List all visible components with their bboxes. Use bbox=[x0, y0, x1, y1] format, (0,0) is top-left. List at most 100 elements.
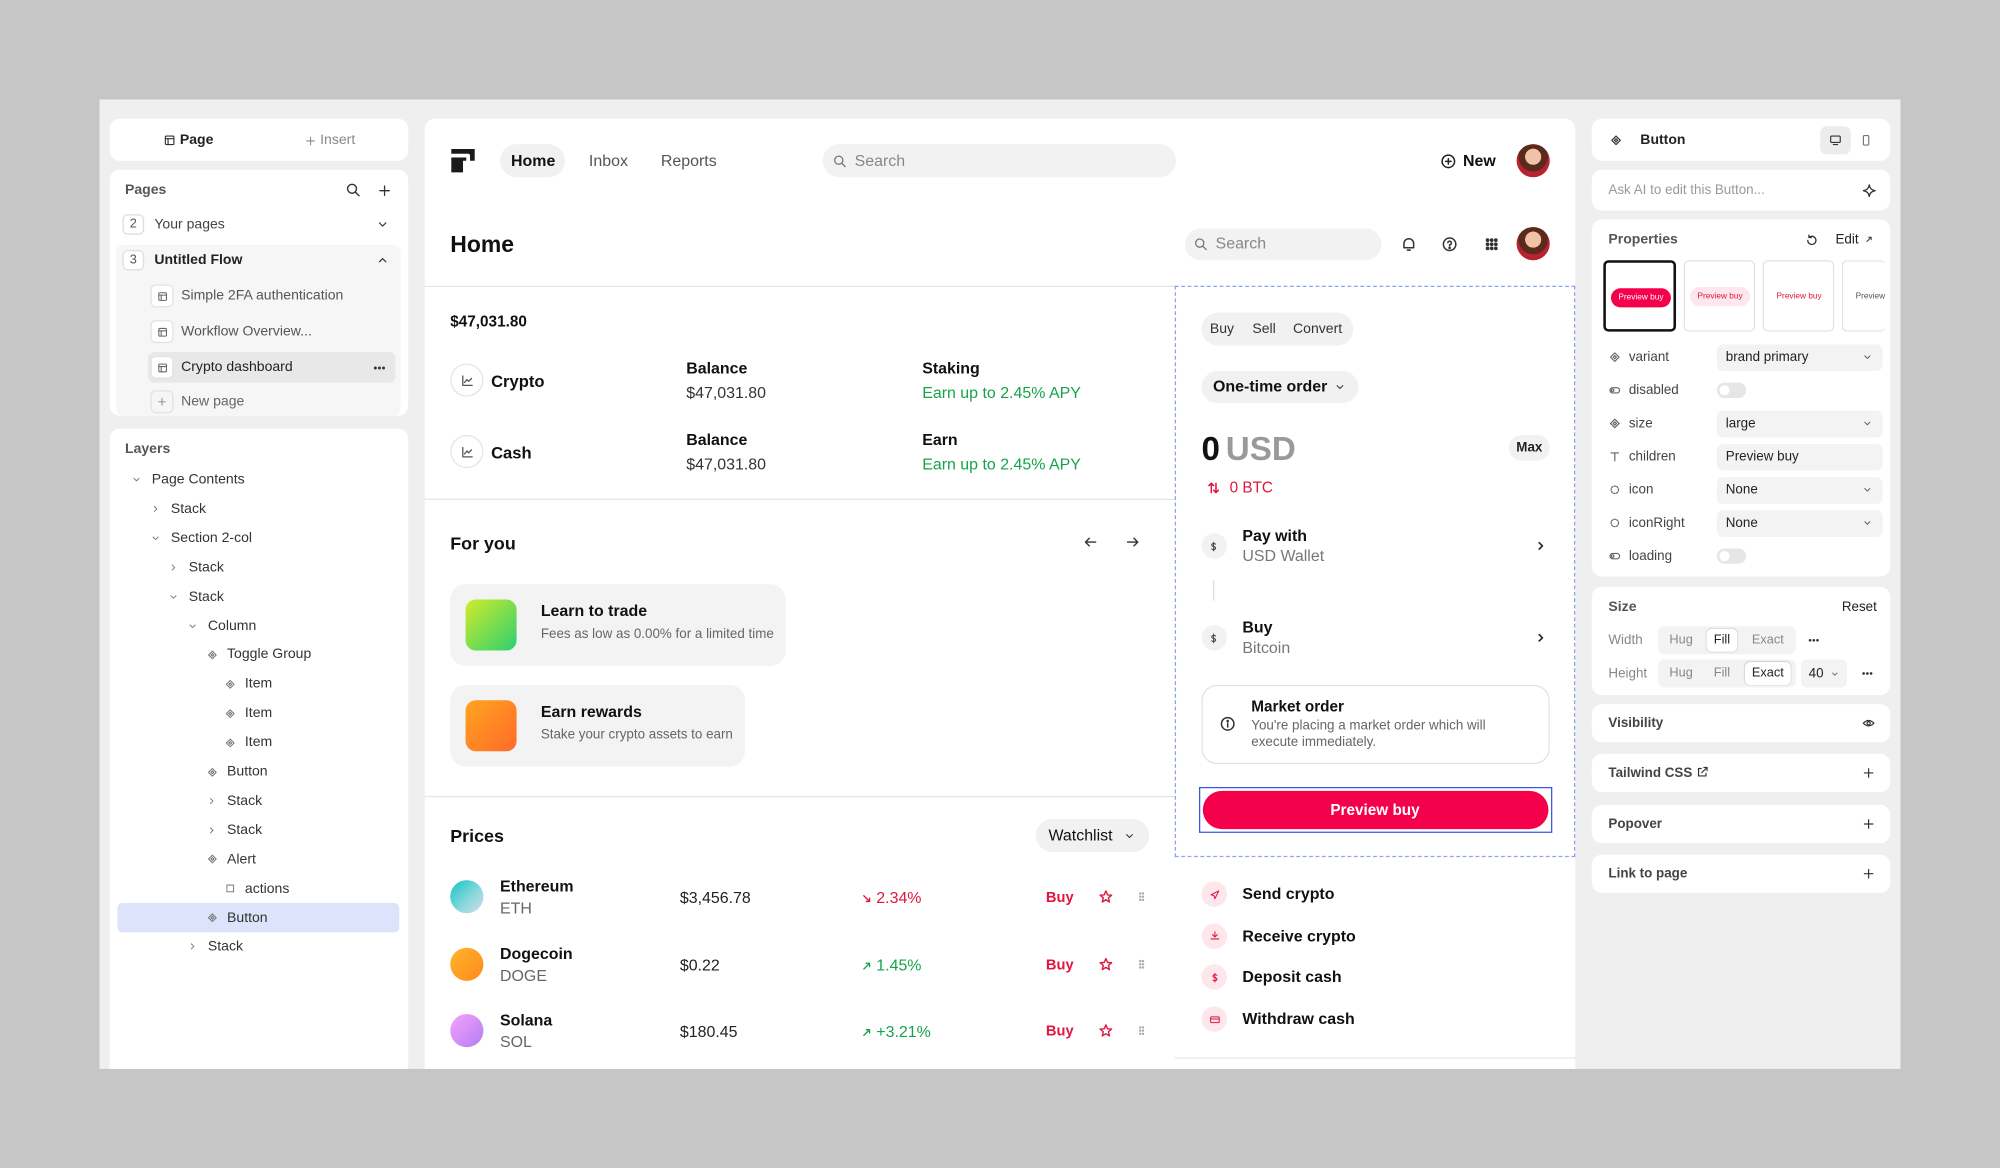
prop-input[interactable] bbox=[1716, 443, 1883, 471]
search-bar[interactable] bbox=[1184, 228, 1382, 261]
segment[interactable]: Fill bbox=[1713, 666, 1731, 681]
icon-part bbox=[1610, 452, 1620, 462]
icon-diamond bbox=[1611, 135, 1621, 146]
icon-part bbox=[1485, 237, 1489, 242]
tab[interactable]: Insert bbox=[320, 132, 356, 148]
segment[interactable]: Hug bbox=[1669, 633, 1693, 648]
icon-part bbox=[227, 740, 232, 745]
layer-item[interactable]: Item bbox=[244, 734, 273, 751]
variant-thumb[interactable]: Preview buy bbox=[1762, 260, 1835, 332]
size-input[interactable] bbox=[1801, 659, 1847, 688]
trade-tab[interactable]: Buy bbox=[1209, 321, 1235, 337]
icon-part bbox=[225, 738, 234, 747]
coin-change: 1.45% bbox=[876, 956, 922, 975]
layer-item[interactable]: Section 2-col bbox=[170, 530, 253, 546]
prop-input[interactable] bbox=[1716, 410, 1883, 438]
prop-input[interactable] bbox=[1716, 477, 1883, 504]
layer-item[interactable]: Stack bbox=[188, 588, 224, 605]
filter-label: Watchlist bbox=[1048, 826, 1113, 845]
nav-link[interactable]: Home bbox=[511, 151, 556, 170]
segment-active bbox=[1744, 661, 1791, 685]
layer-item[interactable]: Column bbox=[207, 617, 257, 634]
layer-item[interactable]: Alert bbox=[227, 851, 256, 867]
layer-item[interactable]: actions bbox=[244, 880, 290, 897]
trade-tab[interactable]: Sell bbox=[1252, 321, 1276, 337]
icon-part bbox=[1489, 237, 1493, 242]
icon-plus bbox=[1863, 818, 1874, 829]
action-link[interactable]: Send crypto bbox=[1242, 885, 1335, 904]
currency: USD bbox=[1225, 429, 1296, 468]
avatar bbox=[1516, 144, 1550, 178]
flow-page[interactable]: Workflow Overview... bbox=[181, 323, 312, 340]
layer-item[interactable]: Stack bbox=[188, 559, 224, 575]
layer-item[interactable]: Page Contents bbox=[151, 471, 245, 488]
icon-drag bbox=[1138, 959, 1145, 969]
layer-item[interactable]: Item bbox=[244, 705, 273, 721]
buy-link[interactable]: Buy bbox=[1045, 957, 1074, 974]
prop-input[interactable] bbox=[1716, 510, 1883, 537]
segment[interactable]: Exact bbox=[1751, 666, 1784, 681]
nav-link[interactable]: Inbox bbox=[588, 151, 628, 170]
trade-tab[interactable]: Convert bbox=[1293, 321, 1343, 337]
new-button[interactable]: New bbox=[1463, 151, 1496, 170]
btc-amount: 0 BTC bbox=[1229, 478, 1273, 497]
layer-item[interactable]: Button bbox=[227, 764, 268, 780]
layer-item[interactable]: Stack bbox=[170, 501, 207, 517]
layer-item[interactable]: Stack bbox=[227, 793, 263, 809]
icon-part bbox=[862, 894, 870, 902]
layer-item[interactable]: Button bbox=[227, 910, 268, 926]
flow-page[interactable]: Crypto dashboard bbox=[181, 359, 293, 375]
order-type-label: One-time order bbox=[1213, 377, 1328, 396]
row-label[interactable]: Buy bbox=[1242, 618, 1273, 637]
search-bar[interactable] bbox=[822, 144, 1177, 178]
preview-button[interactable] bbox=[1202, 790, 1549, 830]
collapsed-section[interactable] bbox=[1591, 804, 1891, 843]
action-link[interactable]: Receive crypto bbox=[1242, 926, 1356, 945]
collapsed-section[interactable] bbox=[1591, 854, 1891, 893]
variant-thumb[interactable]: Preview buy bbox=[1603, 260, 1677, 332]
edit-link[interactable]: Edit bbox=[1835, 232, 1859, 248]
icon-circle-plus bbox=[1440, 153, 1455, 168]
flow-page[interactable]: Simple 2FA authentication bbox=[181, 288, 344, 304]
tab[interactable]: Page bbox=[179, 132, 214, 148]
segment[interactable]: Fill bbox=[1713, 633, 1731, 648]
icon-part bbox=[1335, 384, 1343, 389]
page-item[interactable]: Untitled Flow bbox=[154, 252, 243, 268]
ai-input[interactable] bbox=[1591, 169, 1891, 211]
max-pill[interactable] bbox=[1508, 434, 1550, 461]
variant-thumb[interactable]: Preview buy bbox=[1841, 260, 1886, 332]
preview-button-label[interactable]: Preview buy bbox=[1330, 801, 1420, 819]
buy-link[interactable]: Buy bbox=[1045, 1024, 1074, 1040]
layer-item[interactable]: Stack bbox=[207, 939, 244, 955]
new-page[interactable]: New page bbox=[181, 394, 245, 410]
icon-chart bbox=[461, 446, 473, 457]
prop-value: None bbox=[1725, 482, 1758, 498]
buy-link[interactable]: Buy bbox=[1045, 890, 1074, 906]
layer-item[interactable]: Stack bbox=[227, 822, 263, 838]
icon-part bbox=[1485, 241, 1489, 246]
icon-ext bbox=[1697, 767, 1708, 777]
segment[interactable]: Exact bbox=[1751, 633, 1784, 648]
icon-eye bbox=[1862, 719, 1875, 727]
variant-thumb[interactable]: Preview buy bbox=[1683, 260, 1756, 332]
icon-chev-d bbox=[1864, 521, 1871, 525]
layer-item[interactable]: Item bbox=[244, 676, 273, 692]
icon-part bbox=[1609, 352, 1620, 362]
order-type[interactable] bbox=[1201, 371, 1359, 404]
nav-link[interactable]: Reports bbox=[660, 151, 717, 170]
segment[interactable]: Hug bbox=[1669, 666, 1693, 681]
icon-part bbox=[1099, 890, 1113, 903]
page-selected bbox=[147, 352, 396, 383]
icon-part bbox=[1141, 1029, 1145, 1032]
layer-item[interactable]: Toggle Group bbox=[227, 647, 312, 663]
collapsed-section[interactable] bbox=[1591, 704, 1891, 743]
action-link[interactable]: Withdraw cash bbox=[1242, 1010, 1355, 1029]
page-item[interactable]: Your pages bbox=[154, 216, 225, 233]
prop-input[interactable] bbox=[1716, 344, 1883, 372]
action-link[interactable]: Deposit cash bbox=[1242, 968, 1342, 987]
row-label[interactable]: Pay with bbox=[1242, 526, 1308, 545]
reset-link[interactable]: Reset bbox=[1841, 599, 1877, 615]
collapsed-section[interactable] bbox=[1591, 754, 1891, 793]
icon-swap bbox=[1207, 481, 1219, 493]
icon-part bbox=[1446, 239, 1452, 246]
